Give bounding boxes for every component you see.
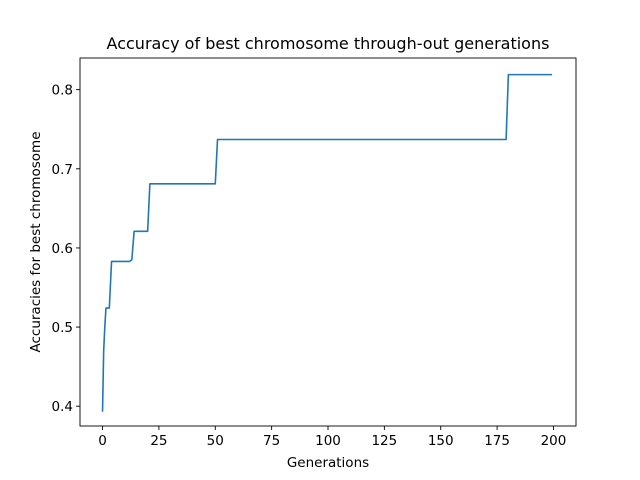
x-tick-label: 25 <box>150 433 167 449</box>
plot-area: 0 25 50 75 100 125 150 175 200 0.4 0.5 0.6 0.7 0.8 <box>52 57 577 449</box>
x-tick-label: 175 <box>484 433 510 449</box>
series-line-0 <box>101 73 553 412</box>
y-axis-title: Accuracies for best chromosome <box>28 131 44 352</box>
x-tick-label: 50 <box>207 433 224 449</box>
y-tick-label: 0.6 <box>52 241 73 257</box>
axes-frame <box>79 57 577 427</box>
y-tick-label: 0.7 <box>52 162 73 178</box>
x-axis-title: Generations <box>287 455 369 471</box>
x-tick-label: 0 <box>98 433 107 449</box>
x-tick-label: 150 <box>428 433 454 449</box>
y-tick-label: 0.4 <box>52 399 73 415</box>
y-tick-label: 0.5 <box>52 320 73 336</box>
x-tick-label: 200 <box>541 433 567 449</box>
chart-title: Accuracy of best chromosome through-out … <box>107 34 550 53</box>
x-tick-label: 125 <box>371 433 397 449</box>
x-tick-label: 100 <box>315 433 341 449</box>
x-tick-label: 75 <box>263 433 280 449</box>
y-tick-label: 0.8 <box>52 83 73 99</box>
